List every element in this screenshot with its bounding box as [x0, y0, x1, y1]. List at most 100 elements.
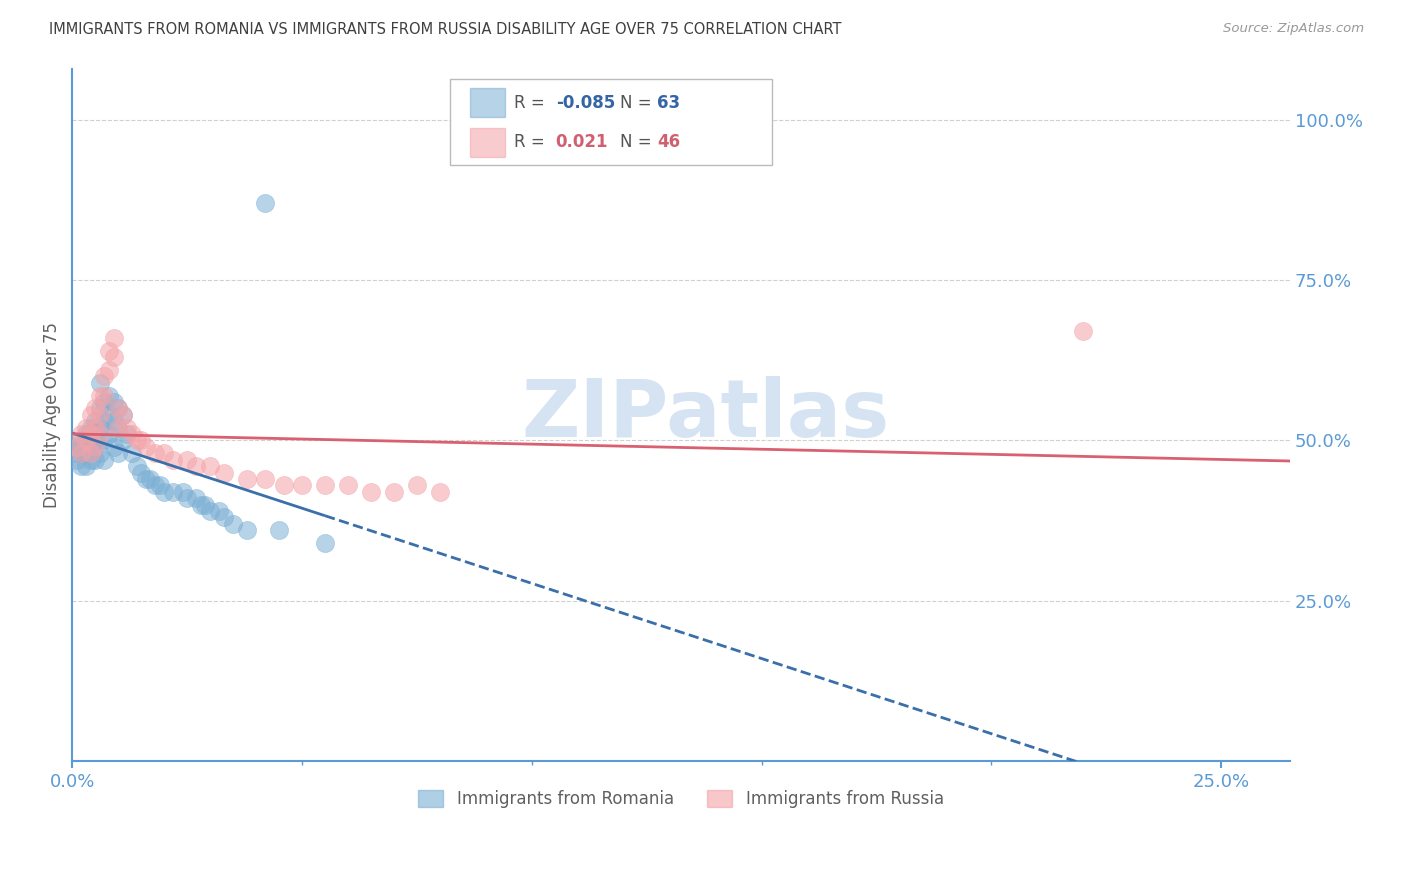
Point	[336, 478, 359, 492]
Point	[79, 427, 101, 442]
Point	[75, 440, 97, 454]
Point	[103, 440, 125, 454]
Point	[176, 491, 198, 505]
Point	[107, 446, 129, 460]
Point	[98, 388, 121, 402]
Point	[66, 452, 89, 467]
Point	[79, 446, 101, 460]
Point	[103, 350, 125, 364]
Point	[89, 376, 111, 390]
Point	[176, 452, 198, 467]
Point	[139, 472, 162, 486]
Legend: Immigrants from Romania, Immigrants from Russia: Immigrants from Romania, Immigrants from…	[412, 783, 950, 815]
Point	[198, 459, 221, 474]
Point	[66, 440, 89, 454]
Point	[103, 395, 125, 409]
Point	[70, 459, 93, 474]
Point	[84, 401, 107, 416]
Point	[98, 408, 121, 422]
Point	[314, 536, 336, 550]
Point	[103, 331, 125, 345]
FancyBboxPatch shape	[471, 128, 505, 157]
Point	[107, 401, 129, 416]
Point	[382, 484, 405, 499]
Point	[135, 440, 157, 454]
Point	[70, 446, 93, 460]
Point	[236, 472, 259, 486]
Point	[70, 434, 93, 448]
Point	[117, 427, 139, 442]
Point	[254, 196, 277, 211]
Point	[129, 434, 152, 448]
Text: R =: R =	[515, 134, 555, 152]
Text: 63: 63	[657, 94, 681, 112]
Point	[89, 408, 111, 422]
Point	[93, 434, 115, 448]
Point	[89, 446, 111, 460]
Point	[75, 434, 97, 448]
Point	[79, 408, 101, 422]
Point	[236, 523, 259, 537]
Point	[121, 427, 143, 442]
Point	[212, 510, 235, 524]
Text: N =: N =	[620, 134, 657, 152]
Y-axis label: Disability Age Over 75: Disability Age Over 75	[44, 322, 60, 508]
Point	[107, 420, 129, 434]
Point	[93, 369, 115, 384]
Point	[254, 472, 277, 486]
Point	[107, 420, 129, 434]
Point	[75, 459, 97, 474]
Point	[129, 466, 152, 480]
Point	[198, 504, 221, 518]
Point	[93, 414, 115, 428]
Point	[84, 414, 107, 428]
Point	[84, 440, 107, 454]
Point	[222, 516, 245, 531]
Point	[162, 452, 184, 467]
Point	[89, 420, 111, 434]
Point	[66, 446, 89, 460]
Point	[125, 434, 148, 448]
Point	[75, 434, 97, 448]
Text: 0.021: 0.021	[555, 134, 609, 152]
Point	[111, 408, 134, 422]
Point	[162, 484, 184, 499]
FancyBboxPatch shape	[471, 88, 505, 117]
Point	[1071, 325, 1094, 339]
Text: ZIPatlas: ZIPatlas	[522, 376, 890, 454]
Point	[98, 343, 121, 358]
Point	[103, 414, 125, 428]
Point	[75, 427, 97, 442]
Point	[70, 427, 93, 442]
Point	[75, 446, 97, 460]
Point	[273, 478, 295, 492]
Point	[314, 478, 336, 492]
Point	[93, 452, 115, 467]
Point	[406, 478, 429, 492]
Point	[93, 395, 115, 409]
Point	[208, 504, 231, 518]
Point	[89, 427, 111, 442]
Point	[84, 440, 107, 454]
Point	[89, 388, 111, 402]
Point	[84, 452, 107, 467]
Point	[117, 420, 139, 434]
Point	[153, 446, 176, 460]
Point	[194, 498, 217, 512]
Point	[143, 478, 166, 492]
Point	[89, 401, 111, 416]
Point	[107, 401, 129, 416]
Text: N =: N =	[620, 94, 657, 112]
Point	[93, 388, 115, 402]
Text: -0.085: -0.085	[555, 94, 614, 112]
Point	[212, 466, 235, 480]
Point	[186, 459, 208, 474]
Point	[84, 420, 107, 434]
Point	[98, 427, 121, 442]
Point	[70, 440, 93, 454]
Point	[143, 446, 166, 460]
Point	[153, 484, 176, 499]
Point	[186, 491, 208, 505]
Point	[148, 478, 170, 492]
Point	[291, 478, 314, 492]
